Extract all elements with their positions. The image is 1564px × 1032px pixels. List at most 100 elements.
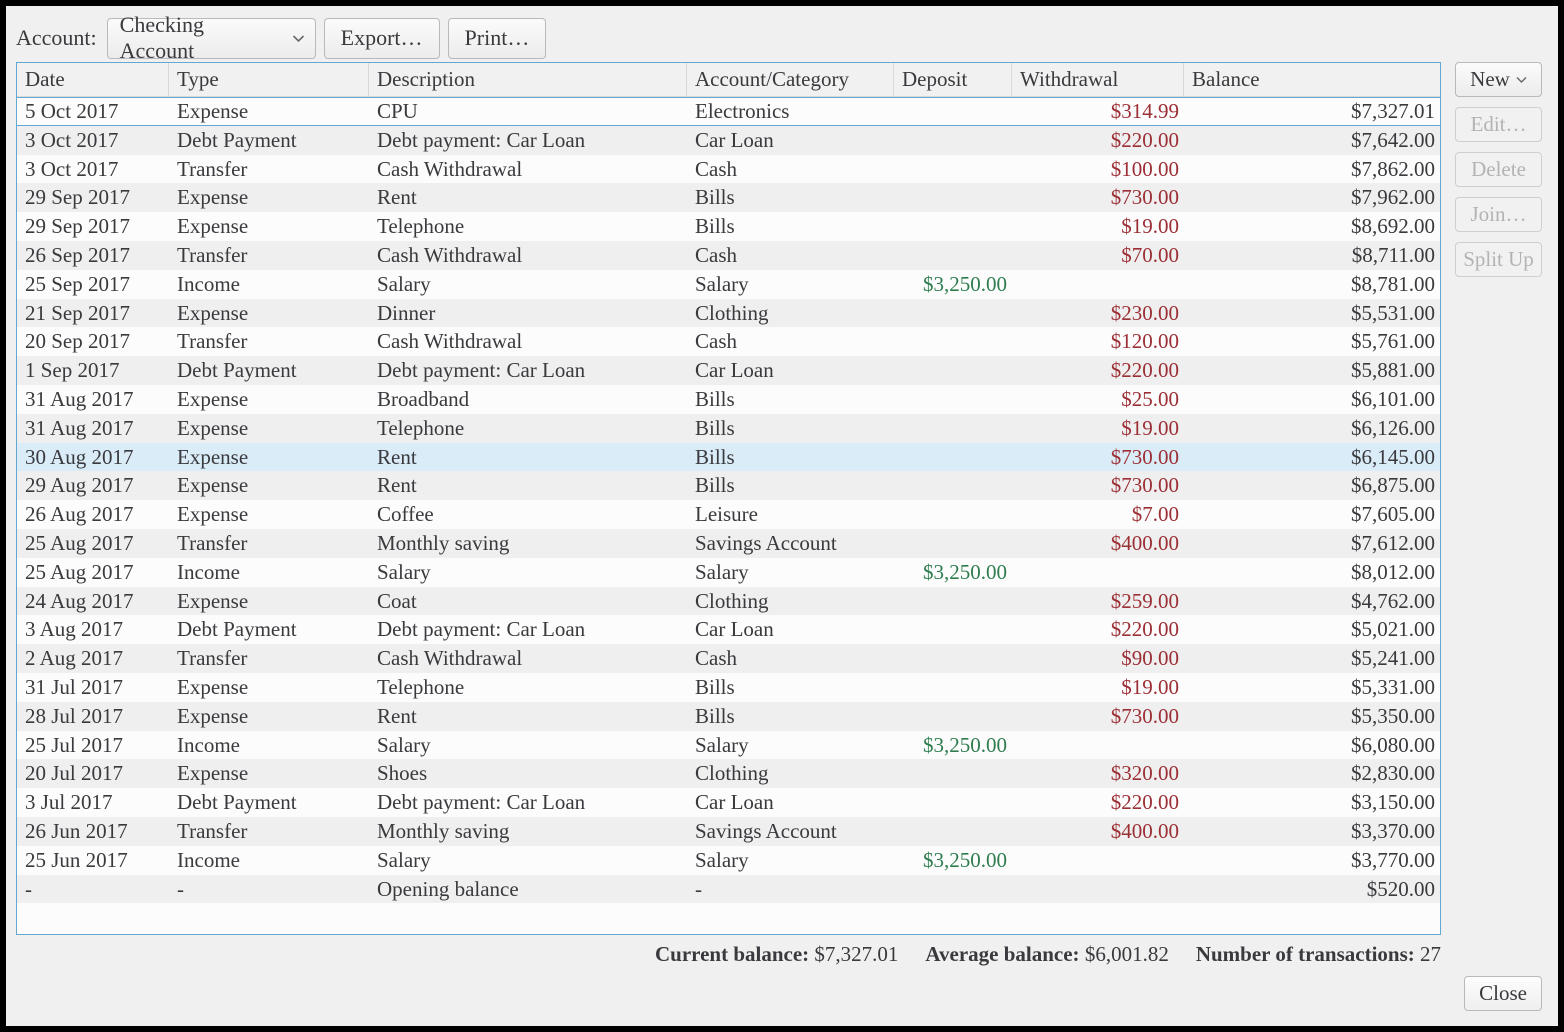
delete-button[interactable]: Delete — [1455, 152, 1542, 187]
cell-balance: $5,761.00 — [1351, 329, 1435, 354]
cell-category: Leisure — [695, 502, 758, 527]
table-row[interactable]: 26 Jun 2017 Transfer Monthly saving Savi… — [17, 816, 1440, 846]
cell-deposit — [894, 788, 1012, 817]
cell-date: 29 Aug 2017 — [25, 473, 134, 498]
print-button[interactable]: Print… — [447, 17, 547, 59]
cell-balance: $7,862.00 — [1351, 156, 1435, 181]
table-row[interactable]: 25 Aug 2017 Transfer Monthly saving Savi… — [17, 528, 1440, 558]
cell-withdrawal — [1012, 846, 1184, 875]
cell-date: - — [25, 876, 32, 901]
table-row[interactable]: 29 Sep 2017 Expense Telephone Bills $19.… — [17, 212, 1440, 241]
cell-category: Car Loan — [695, 358, 774, 383]
current-balance: Current balance: $7,327.01 — [655, 942, 898, 967]
cell-deposit — [894, 673, 1012, 702]
cell-type: Expense — [177, 185, 249, 210]
column-header-category: Account/Category — [687, 63, 894, 96]
cell-date: 26 Aug 2017 — [25, 502, 134, 527]
close-button[interactable]: Close — [1464, 976, 1542, 1011]
cell-category: Car Loan — [695, 617, 774, 642]
cell-category: Cash — [695, 646, 737, 671]
cell-balance: $3,770.00 — [1351, 847, 1435, 872]
table-row[interactable]: 29 Sep 2017 Expense Rent Bills $730.00 $… — [17, 183, 1440, 213]
cell-type: Transfer — [177, 156, 248, 181]
cell-description: Broadband — [377, 386, 470, 411]
column-header-withdrawal: Withdrawal — [1012, 63, 1184, 96]
cell-description: Monthly saving — [377, 818, 510, 843]
cell-withdrawal — [1012, 558, 1184, 587]
table-row[interactable]: 25 Jul 2017 Income Salary Salary $3,250.… — [17, 731, 1440, 760]
table-row[interactable]: 25 Jun 2017 Income Salary Salary $3,250.… — [17, 846, 1440, 875]
account-register-window: Account: Checking Account Export… Print…… — [6, 6, 1558, 1026]
cell-balance: $4,762.00 — [1351, 588, 1435, 613]
split-up-button[interactable]: Split Up — [1455, 242, 1542, 277]
table-row[interactable]: 31 Aug 2017 Expense Telephone Bills $19.… — [17, 413, 1440, 443]
cell-description: Rent — [377, 473, 417, 498]
cell-category: Salary — [695, 271, 749, 296]
table-row[interactable]: 26 Sep 2017 Transfer Cash Withdrawal Cas… — [17, 240, 1440, 270]
table-row[interactable]: 28 Jul 2017 Expense Rent Bills $730.00 $… — [17, 701, 1440, 731]
transactions-table: Date Type Description Account/Category D… — [16, 62, 1441, 935]
cell-balance: $6,080.00 — [1351, 732, 1435, 757]
cell-type: Transfer — [177, 329, 248, 354]
average-balance-value: $6,001.82 — [1084, 942, 1169, 966]
table-row[interactable]: 30 Aug 2017 Expense Rent Bills $730.00 $… — [17, 442, 1440, 472]
average-balance-label: Average balance: — [925, 942, 1080, 966]
cell-type: - — [177, 876, 184, 901]
cell-deposit — [894, 155, 1012, 184]
transactions-count-label: Number of transactions: — [1195, 942, 1415, 966]
table-row[interactable]: 31 Jul 2017 Expense Telephone Bills $19.… — [17, 673, 1440, 702]
table-row[interactable]: 5 Oct 2017 Expense CPU Electronics $314.… — [17, 97, 1440, 126]
table-row[interactable]: 29 Aug 2017 Expense Rent Bills $730.00 $… — [17, 471, 1440, 501]
cell-type: Transfer — [177, 530, 248, 555]
cell-category: Car Loan — [695, 127, 774, 152]
summary-bar: Current balance: $7,327.01 Average balan… — [16, 942, 1441, 967]
cell-withdrawal: $320.00 — [1110, 761, 1179, 786]
edit-button[interactable]: Edit… — [1455, 107, 1542, 142]
table-row[interactable]: 21 Sep 2017 Expense Dinner Clothing $230… — [17, 298, 1440, 328]
cell-category: Bills — [695, 703, 735, 728]
cell-deposit — [894, 241, 1012, 270]
cell-deposit — [894, 356, 1012, 385]
table-row[interactable]: 26 Aug 2017 Expense Coffee Leisure $7.00… — [17, 500, 1440, 529]
footer: Close — [1464, 976, 1542, 1011]
cell-description: Dinner — [377, 300, 436, 325]
table-row[interactable]: 31 Aug 2017 Expense Broadband Bills $25.… — [17, 385, 1440, 414]
cell-balance: $3,370.00 — [1351, 818, 1435, 843]
cell-description: Debt payment: Car Loan — [377, 358, 586, 383]
cell-withdrawal: $19.00 — [1121, 674, 1179, 699]
table-row[interactable]: 1 Sep 2017 Debt Payment Debt payment: Ca… — [17, 356, 1440, 385]
cell-withdrawal — [1012, 270, 1184, 299]
join-button[interactable]: Join… — [1455, 197, 1542, 232]
cell-balance: $5,881.00 — [1351, 358, 1435, 383]
table-row[interactable]: 20 Jul 2017 Expense Shoes Clothing $320.… — [17, 759, 1440, 789]
table-row[interactable]: 2 Aug 2017 Transfer Cash Withdrawal Cash… — [17, 644, 1440, 673]
table-row[interactable]: 3 Aug 2017 Debt Payment Debt payment: Ca… — [17, 615, 1440, 644]
cell-balance: $5,241.00 — [1351, 646, 1435, 671]
cell-withdrawal: $220.00 — [1110, 358, 1179, 383]
table-row[interactable]: 25 Sep 2017 Income Salary Salary $3,250.… — [17, 270, 1440, 299]
table-row[interactable]: 3 Oct 2017 Transfer Cash Withdrawal Cash… — [17, 155, 1440, 184]
account-select[interactable]: Checking Account — [106, 12, 316, 63]
cell-description: Debt payment: Car Loan — [377, 617, 586, 642]
cell-description: Telephone — [377, 214, 465, 239]
table-row[interactable]: 25 Aug 2017 Income Salary Salary $3,250.… — [17, 558, 1440, 587]
cell-description: Telephone — [377, 415, 465, 440]
table-row[interactable]: - - Opening balance - $520.00 — [17, 874, 1440, 904]
table-row[interactable]: 3 Jul 2017 Debt Payment Debt payment: Ca… — [17, 788, 1440, 817]
new-button[interactable]: New — [1455, 62, 1542, 97]
cell-withdrawal: $7.00 — [1131, 502, 1179, 527]
cell-category: Clothing — [695, 588, 769, 613]
cell-category: Bills — [695, 674, 735, 699]
cell-deposit — [894, 587, 1012, 616]
cell-balance: $2,830.00 — [1351, 761, 1435, 786]
cell-deposit — [894, 529, 1012, 558]
cell-description: CPU — [377, 99, 418, 123]
column-header-date: Date — [17, 63, 169, 96]
export-button[interactable]: Export… — [323, 17, 440, 59]
table-row[interactable]: 3 Oct 2017 Debt Payment Debt payment: Ca… — [17, 125, 1440, 155]
cell-category: Electronics — [695, 99, 790, 123]
cell-type: Debt Payment — [177, 790, 297, 815]
cell-type: Expense — [177, 703, 249, 728]
table-row[interactable]: 20 Sep 2017 Transfer Cash Withdrawal Cas… — [17, 327, 1440, 356]
table-row[interactable]: 24 Aug 2017 Expense Coat Clothing $259.0… — [17, 586, 1440, 616]
